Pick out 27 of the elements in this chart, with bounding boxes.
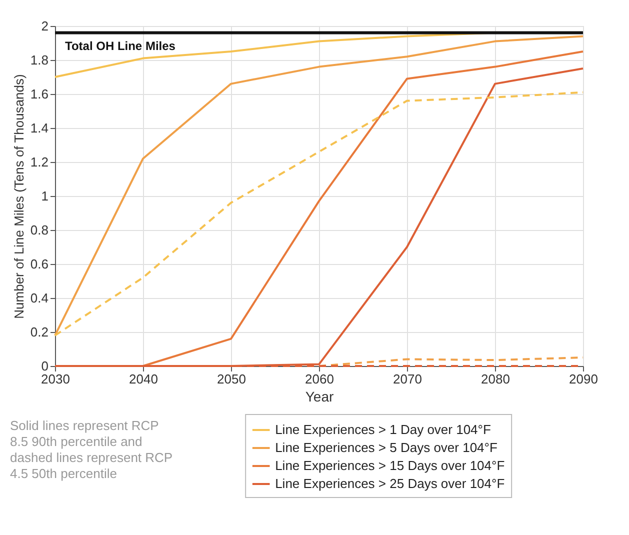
x-axis-title: Year	[305, 388, 334, 404]
y-tick-label: 0.2	[30, 324, 48, 340]
y-tick-label: 0	[41, 358, 48, 374]
y-axis-title: Number of Line Miles (Tens of Thousands)	[11, 74, 26, 319]
legend-label: Line Experiences > 1 Day over 104°F	[275, 422, 491, 437]
x-tick-label: 2060	[305, 372, 334, 386]
x-tick-label: 2040	[129, 372, 158, 386]
text: Solid lines represent RCP 8.5 90th percentile and dashed lines represent RCP 4.5 50th percentile	[10, 418, 173, 481]
legend-label: Line Experiences > 5 Days over 104°F	[275, 440, 498, 455]
line-series	[54, 91, 584, 336]
y-tick-label: 2	[41, 18, 48, 34]
legend-label: Line Experiences > 15 Days over 104°F	[275, 458, 505, 473]
x-tick-label: 2030	[41, 372, 70, 386]
y-tick-label: 0.6	[30, 256, 48, 272]
x-tick-label: 2050	[217, 372, 246, 386]
y-tick-label: 0.8	[30, 222, 48, 238]
x-tick-label: 2090	[569, 372, 598, 386]
y-tick-label: 1.2	[30, 154, 48, 170]
y-tick-label: 0.4	[30, 290, 48, 306]
legend-label: Line Experiences > 25 Days over 104°F	[275, 476, 505, 491]
y-tick-label: 1	[41, 188, 48, 204]
y-tick-label: 1.6	[30, 86, 48, 102]
x-tick-label: 2070	[393, 372, 422, 386]
x-tick-label: 2080	[481, 372, 510, 386]
y-tick-label: 1.4	[30, 120, 48, 136]
y-tick-label: 1.8	[30, 52, 48, 68]
ref-line-label: Total OH Line Miles	[65, 38, 176, 53]
